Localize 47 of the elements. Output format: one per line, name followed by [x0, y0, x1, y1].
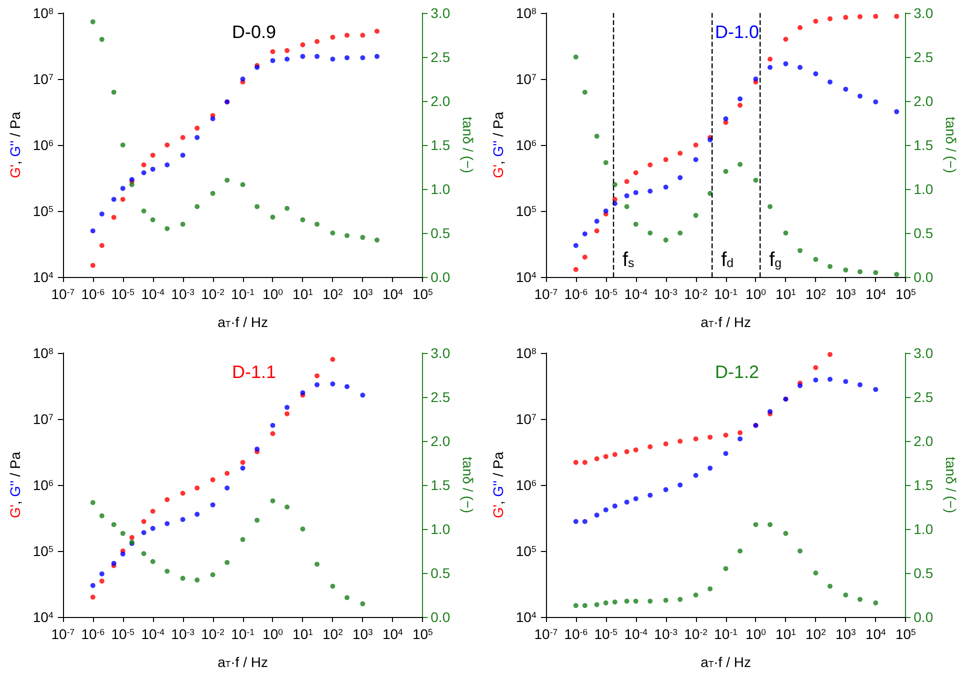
y2-tick-label: 0.5: [914, 225, 934, 241]
text: D-0.9: [232, 22, 276, 42]
text: D-1.1: [232, 362, 276, 382]
y2-tick-label: 3.0: [430, 345, 450, 361]
y2-tick-label: 1.5: [914, 137, 934, 153]
ref-line-label: fs: [622, 249, 634, 271]
y2-tick-label: 2.5: [914, 389, 934, 405]
y2-tick-label: 3.0: [914, 5, 934, 21]
y2-axis-title: tanδ / (−): [943, 456, 959, 514]
y2-tick-label: 0.0: [914, 609, 934, 625]
y2-tick-label: 0.0: [914, 269, 934, 285]
y2-tick-label: 1.0: [430, 521, 450, 537]
y2-axis-title: tanδ / (−): [460, 456, 476, 514]
y2-axis-title: tanδ / (−): [943, 116, 959, 174]
y2-axis-title: tanδ / (−): [460, 116, 476, 174]
text: D-1.2: [715, 362, 760, 382]
y2-tick-label: 1.0: [914, 181, 934, 197]
y2-tick-label: 0.0: [430, 609, 450, 625]
x-axis-title: aT·f / Hz: [700, 314, 751, 330]
y2-tick-label: 1.5: [430, 477, 450, 493]
x-axis-title: aT·f / Hz: [218, 654, 268, 670]
y2-tick-label: 1.5: [914, 477, 934, 493]
ref-line-label: fd: [721, 249, 734, 271]
y2-tick-label: 2.0: [914, 433, 934, 449]
y2-tick-label: 1.5: [430, 137, 450, 153]
y2-tick-label: 0.5: [430, 565, 450, 581]
y2-tick-label: 2.0: [430, 93, 450, 109]
y2-tick-label: 2.5: [914, 49, 934, 65]
ref-line-label: fg: [769, 249, 782, 271]
y2-tick-label: 1.0: [914, 521, 934, 537]
y2-tick-label: 2.5: [430, 49, 450, 65]
x-axis-title: aT·f / Hz: [218, 314, 268, 330]
text: D-1.0: [715, 22, 760, 42]
y2-tick-label: 3.0: [914, 345, 934, 361]
y2-tick-label: 0.5: [430, 225, 450, 241]
y-axis-title: G', G'' / Pa: [490, 112, 506, 178]
y2-tick-label: 0.0: [430, 269, 450, 285]
y-axis-title: G', G'' / Pa: [7, 452, 23, 518]
y2-tick-label: 2.5: [430, 389, 450, 405]
y2-tick-label: 1.0: [430, 181, 450, 197]
y2-tick-label: 2.0: [430, 433, 450, 449]
y2-tick-label: 3.0: [430, 5, 450, 21]
y2-tick-label: 2.0: [914, 93, 934, 109]
y-axis-title: G', G'' / Pa: [7, 112, 23, 178]
y2-tick-label: 0.5: [914, 565, 934, 581]
y-axis-title: G', G'' / Pa: [490, 452, 506, 518]
x-axis-title: aT·f / Hz: [700, 654, 751, 670]
